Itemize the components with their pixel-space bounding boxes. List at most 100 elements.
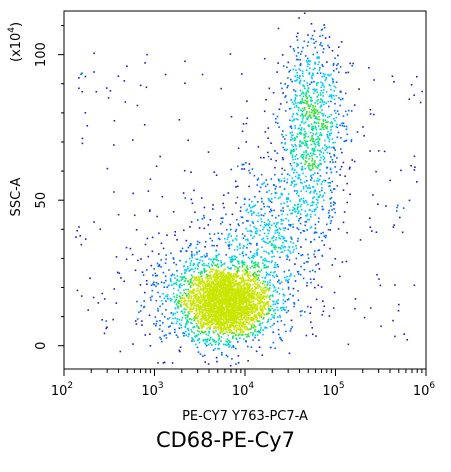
event-dot [220, 277, 222, 280]
event-dot [294, 263, 296, 265]
event-dot [316, 109, 319, 112]
event-dot [277, 62, 279, 64]
event-dot [196, 240, 199, 243]
event-dot [278, 232, 281, 234]
event-dot [297, 237, 299, 240]
event-dot [229, 223, 231, 226]
event-dot [207, 305, 209, 308]
event-dot [323, 235, 326, 237]
event-dot [340, 98, 342, 101]
event-dot [226, 278, 229, 280]
event-dot [290, 139, 292, 141]
event-dot [316, 110, 318, 113]
event-dot [225, 312, 227, 315]
event-dot [253, 280, 255, 283]
event-dot [191, 337, 193, 339]
event-dot [272, 284, 274, 286]
event-dot [196, 293, 198, 296]
event-dot [255, 294, 258, 297]
event-dot [205, 315, 207, 318]
event-dot [177, 306, 179, 308]
event-dot [106, 326, 108, 328]
event-dot [408, 98, 411, 100]
event-dot [213, 297, 215, 300]
event-dot [173, 274, 176, 276]
event-dot [234, 274, 237, 277]
event-dot [115, 256, 118, 258]
event-dot [241, 323, 244, 325]
event-dot [275, 266, 277, 269]
event-dot [280, 209, 282, 212]
event-dot [254, 271, 256, 274]
event-dot [274, 289, 277, 291]
event-dot [168, 284, 170, 286]
event-dot [315, 116, 318, 119]
event-dot [215, 269, 217, 271]
event-dot [190, 171, 192, 173]
event-dot [310, 241, 312, 243]
event-dot [265, 289, 268, 291]
event-dot [322, 208, 324, 211]
event-dot [286, 205, 289, 207]
event-dot [243, 310, 246, 312]
event-dot [250, 243, 252, 245]
event-dot [266, 274, 268, 276]
event-dot [181, 297, 184, 299]
event-dot [410, 84, 413, 86]
event-dot [214, 272, 217, 275]
event-dot [169, 332, 171, 335]
event-dot [316, 82, 318, 85]
event-dot [263, 250, 265, 253]
event-dot [263, 182, 265, 184]
event-dot [299, 80, 301, 82]
event-dot [350, 140, 353, 143]
event-dot [174, 312, 176, 315]
event-dot [293, 302, 295, 304]
event-dot [204, 342, 206, 344]
event-dot [192, 338, 194, 341]
event-dot [316, 57, 318, 59]
event-dot [310, 76, 313, 79]
event-dot [249, 230, 251, 232]
event-dot [225, 254, 227, 256]
event-dot [185, 239, 188, 242]
event-dot [202, 326, 205, 328]
event-dot [212, 349, 215, 351]
event-dot [186, 319, 188, 321]
event-dot [192, 264, 194, 267]
event-dot [341, 98, 344, 100]
event-dot [300, 145, 302, 147]
event-dot [296, 227, 298, 229]
event-dot [87, 309, 89, 311]
event-dot [263, 301, 265, 304]
event-dot [332, 204, 335, 206]
event-dot [250, 229, 252, 232]
event-dot [237, 306, 240, 309]
event-dot [315, 128, 318, 131]
event-dot [301, 153, 303, 156]
event-dot [177, 300, 180, 302]
event-dot [342, 161, 345, 164]
event-dot [235, 299, 238, 302]
event-dot [313, 163, 315, 165]
event-dot [303, 128, 305, 130]
event-dot [300, 155, 302, 158]
event-dot [229, 287, 232, 289]
event-dot [239, 276, 242, 279]
event-dot [201, 73, 204, 76]
event-dot [284, 276, 286, 279]
event-dot [236, 185, 239, 188]
event-dot [174, 317, 177, 319]
event-dot [212, 288, 215, 290]
event-dot [252, 274, 254, 276]
event-dot [230, 274, 232, 276]
event-dot [305, 96, 308, 98]
event-dot [385, 205, 387, 207]
event-dot [214, 343, 217, 346]
event-dot [163, 282, 165, 284]
event-dot [252, 222, 254, 224]
event-dot [185, 305, 187, 307]
event-dot [140, 258, 142, 260]
event-dot [217, 296, 219, 298]
event-dot [326, 146, 329, 149]
